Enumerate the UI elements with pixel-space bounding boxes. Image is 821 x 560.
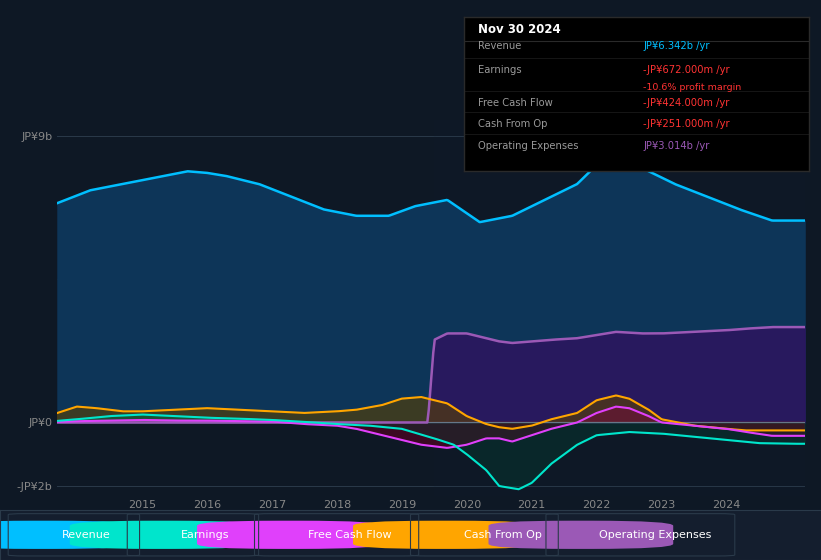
- Text: Free Cash Flow: Free Cash Flow: [308, 530, 392, 540]
- Text: Earnings: Earnings: [478, 66, 521, 76]
- Text: Revenue: Revenue: [478, 41, 521, 51]
- FancyBboxPatch shape: [70, 521, 255, 549]
- Text: -10.6% profit margin: -10.6% profit margin: [643, 83, 741, 92]
- Text: Earnings: Earnings: [181, 530, 229, 540]
- Bar: [434, 120, 805, 496]
- Text: Revenue: Revenue: [62, 530, 110, 540]
- FancyBboxPatch shape: [488, 521, 673, 549]
- Text: -JP¥251.000m /yr: -JP¥251.000m /yr: [643, 119, 730, 129]
- Text: -JP¥672.000m /yr: -JP¥672.000m /yr: [643, 66, 730, 76]
- Text: Operating Expenses: Operating Expenses: [478, 141, 578, 151]
- Text: JP¥6.342b /yr: JP¥6.342b /yr: [643, 41, 709, 51]
- Text: Free Cash Flow: Free Cash Flow: [478, 97, 553, 108]
- Text: Cash From Op: Cash From Op: [464, 530, 542, 540]
- Text: JP¥3.014b /yr: JP¥3.014b /yr: [643, 141, 709, 151]
- FancyBboxPatch shape: [0, 521, 135, 549]
- FancyBboxPatch shape: [353, 521, 538, 549]
- Text: Nov 30 2024: Nov 30 2024: [478, 23, 561, 36]
- Text: -JP¥424.000m /yr: -JP¥424.000m /yr: [643, 97, 730, 108]
- Text: Operating Expenses: Operating Expenses: [599, 530, 712, 540]
- FancyBboxPatch shape: [197, 521, 382, 549]
- Text: Cash From Op: Cash From Op: [478, 119, 547, 129]
